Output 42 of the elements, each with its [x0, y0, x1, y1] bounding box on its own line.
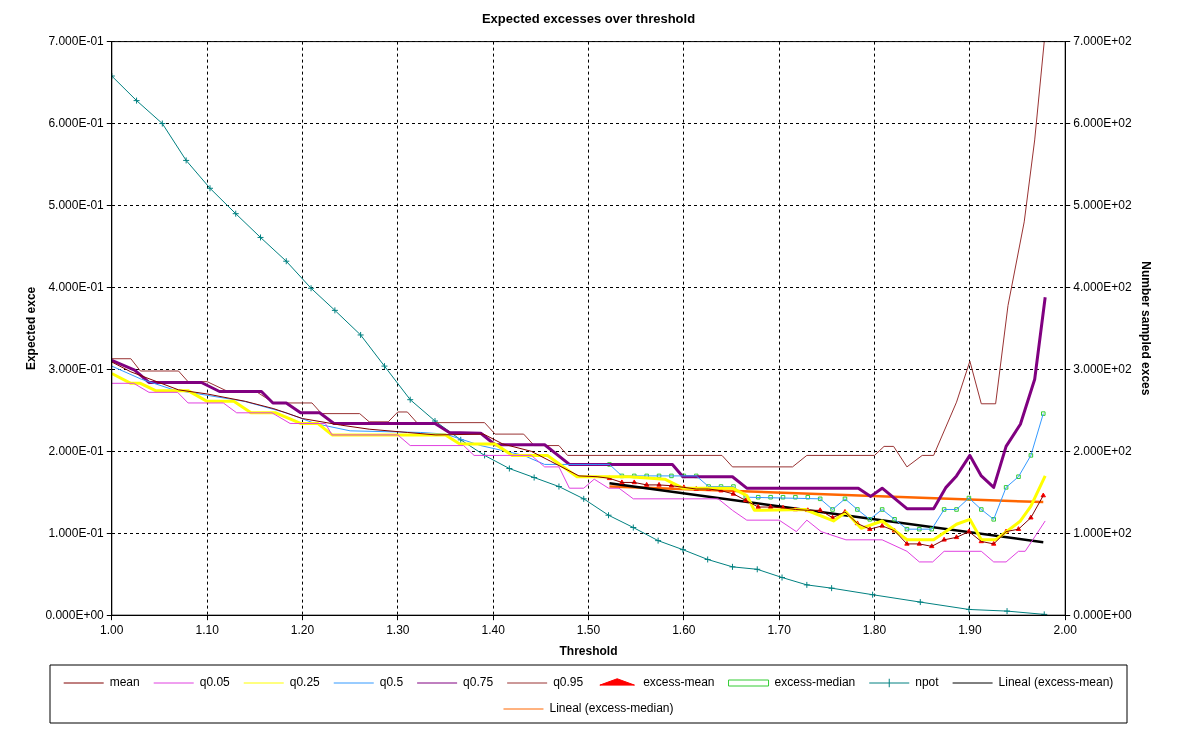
y2-tick-label: 5.000E+02 [1073, 197, 1132, 212]
y2-tick-label: 1.000E+02 [1073, 525, 1132, 540]
chart-title: Expected excesses over threshold [481, 11, 696, 27]
legend-label: mean [109, 675, 140, 690]
y2-tick-label: 7.000E+02 [1073, 33, 1132, 48]
y-tick-label: 2.000E-01 [48, 443, 105, 458]
y-axis-title: Expected exce [23, 286, 38, 371]
x-tick-label: 1.90 [958, 622, 982, 637]
x-tick-label: 1.10 [195, 622, 220, 637]
legend-label: q0.95 [553, 675, 584, 690]
x-axis-title: Threshold [559, 644, 618, 659]
y2-tick-label: 2.000E+02 [1073, 443, 1132, 458]
x-tick-label: 1.00 [100, 622, 124, 637]
y2-axis-title: Number sampled exces [1139, 261, 1154, 396]
legend-label: excess-mean [643, 675, 715, 690]
x-tick-label: 1.50 [576, 622, 601, 637]
x-tick-label: 1.70 [767, 622, 792, 637]
legend-label: q0.25 [289, 675, 321, 690]
y-tick-label: 7.000E-01 [48, 33, 105, 48]
y2-tick-label: 3.000E+02 [1073, 361, 1132, 376]
legend-label: Lineal (excess-mean) [998, 675, 1114, 690]
y2-tick-label: 6.000E+02 [1073, 115, 1132, 130]
x-tick-label: 1.40 [481, 622, 506, 637]
y-tick-label: 5.000E-01 [48, 197, 105, 212]
x-tick-label: 1.80 [862, 622, 887, 637]
y-tick-label: 1.000E-01 [48, 525, 105, 540]
y-tick-label: 0.000E+00 [45, 607, 105, 622]
y-tick-label: 4.000E-01 [48, 279, 105, 294]
y-tick-label: 3.000E-01 [48, 361, 105, 376]
x-tick-label: 1.20 [290, 622, 315, 637]
legend-label: excess-median [774, 675, 856, 690]
y-tick-label: 6.000E-01 [48, 115, 105, 130]
y2-tick-label: 4.000E+02 [1073, 279, 1132, 294]
x-tick-label: 1.60 [672, 622, 696, 637]
legend-label: q0.05 [199, 675, 231, 690]
x-tick-label: 1.30 [386, 622, 410, 637]
y2-tick-label: 0.000E+00 [1073, 607, 1132, 622]
legend-label: q0.5 [379, 675, 404, 690]
x-tick-label: 2.00 [1053, 622, 1078, 637]
legend-label: Lineal (excess-median) [549, 701, 674, 716]
legend-label: q0.75 [463, 675, 494, 690]
legend-label: npot [915, 675, 940, 690]
